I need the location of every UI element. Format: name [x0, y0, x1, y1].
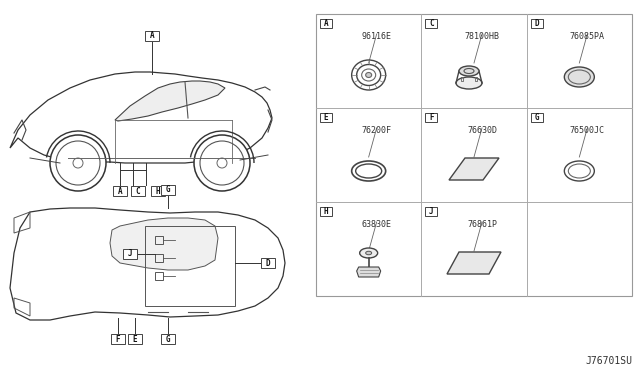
Bar	[155, 254, 163, 262]
Bar	[426, 19, 437, 28]
Text: 76200F: 76200F	[362, 126, 392, 135]
Text: 76861P: 76861P	[467, 220, 497, 229]
Text: G: G	[166, 334, 170, 343]
Polygon shape	[10, 72, 272, 163]
Polygon shape	[10, 208, 285, 320]
Text: F: F	[429, 112, 434, 122]
Text: 76630D: 76630D	[467, 126, 497, 135]
Bar	[113, 186, 127, 196]
Bar	[316, 14, 632, 296]
Ellipse shape	[564, 67, 595, 87]
Ellipse shape	[365, 251, 372, 255]
Text: J: J	[128, 250, 132, 259]
Text: 96116E: 96116E	[362, 32, 392, 41]
Bar	[531, 112, 543, 122]
Text: D: D	[266, 259, 270, 267]
Bar	[131, 186, 145, 196]
Bar	[426, 206, 437, 215]
Text: C: C	[136, 186, 140, 196]
Ellipse shape	[456, 77, 482, 89]
Bar	[155, 236, 163, 244]
Text: H: H	[156, 186, 160, 196]
Polygon shape	[356, 267, 381, 277]
Bar	[123, 249, 137, 259]
Bar	[161, 334, 175, 344]
Text: E: E	[324, 112, 328, 122]
Polygon shape	[115, 81, 225, 121]
Bar	[320, 112, 332, 122]
Text: G: G	[166, 186, 170, 195]
Text: F: F	[116, 334, 120, 343]
Text: A: A	[150, 32, 154, 41]
Bar	[261, 258, 275, 268]
Text: 78100HB: 78100HB	[465, 32, 499, 41]
Text: J76701SU: J76701SU	[585, 356, 632, 366]
Text: A: A	[118, 186, 122, 196]
Text: 76500JC: 76500JC	[570, 126, 605, 135]
Ellipse shape	[360, 248, 378, 258]
Text: 76085PA: 76085PA	[570, 32, 605, 41]
Text: E: E	[132, 334, 138, 343]
Polygon shape	[110, 218, 218, 270]
Text: 63830E: 63830E	[362, 220, 392, 229]
Bar	[320, 19, 332, 28]
Circle shape	[194, 135, 250, 191]
Bar	[531, 19, 543, 28]
Text: C: C	[429, 19, 434, 28]
Bar	[161, 185, 175, 195]
Bar	[145, 31, 159, 41]
Bar	[145, 226, 235, 306]
Polygon shape	[447, 252, 501, 274]
Bar	[426, 112, 437, 122]
Circle shape	[50, 135, 106, 191]
Ellipse shape	[459, 66, 479, 76]
Bar	[151, 186, 165, 196]
Text: H: H	[324, 206, 328, 215]
Bar	[128, 334, 142, 344]
Ellipse shape	[365, 73, 372, 77]
Bar	[111, 334, 125, 344]
Text: A: A	[324, 19, 328, 28]
Bar	[320, 206, 332, 215]
Text: D: D	[534, 19, 539, 28]
Polygon shape	[449, 158, 499, 180]
Text: J: J	[429, 206, 434, 215]
Text: G: G	[534, 112, 539, 122]
Bar	[155, 272, 163, 280]
